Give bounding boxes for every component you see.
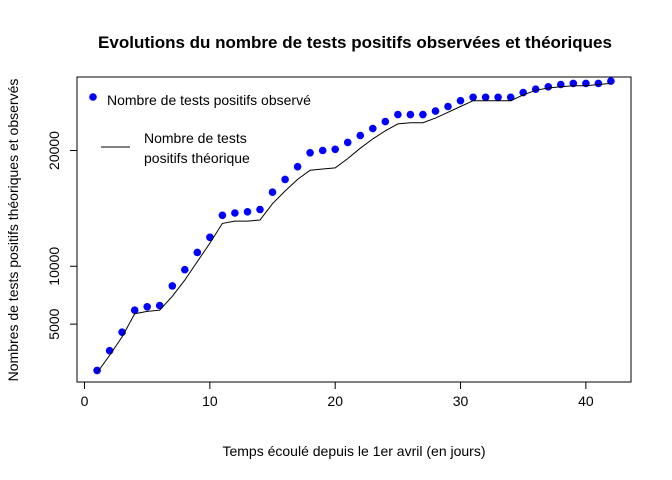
y-tick-label: 20000 bbox=[46, 131, 62, 170]
y-axis: 5000 10000 20000 bbox=[46, 131, 78, 340]
x-axis: 0 10 20 30 40 bbox=[81, 381, 594, 409]
observed-point bbox=[607, 77, 615, 85]
theoretical-line bbox=[96, 82, 611, 373]
series-layer bbox=[93, 77, 615, 375]
observed-point bbox=[356, 131, 365, 140]
legend-label-theoretical-line-1: Nombre de tests bbox=[144, 130, 247, 146]
x-tick-label: 30 bbox=[453, 393, 469, 409]
observed-point bbox=[206, 233, 214, 242]
observed-point bbox=[331, 145, 340, 154]
observed-point bbox=[256, 205, 264, 214]
observed-point bbox=[544, 83, 553, 91]
legend: Nombre de tests positifs observé Nombre … bbox=[89, 92, 311, 166]
observed-point bbox=[594, 79, 603, 88]
observed-point bbox=[456, 96, 465, 105]
observed-point bbox=[218, 211, 227, 220]
observed-point bbox=[155, 301, 164, 310]
x-axis-label: Temps écoulé depuis le 1er avril (en jou… bbox=[222, 443, 485, 459]
observed-point bbox=[494, 93, 502, 102]
observed-point bbox=[231, 209, 239, 217]
observed-point bbox=[318, 146, 327, 155]
x-tick-label: 10 bbox=[202, 393, 218, 409]
observed-point bbox=[431, 107, 440, 115]
x-tick-label: 0 bbox=[81, 393, 89, 409]
y-tick-label: 5000 bbox=[46, 308, 62, 339]
legend-label-observed: Nombre de tests positifs observé bbox=[107, 92, 311, 108]
observed-point bbox=[281, 175, 289, 184]
y-axis-label: Nombres de tests positifs théoriques et … bbox=[5, 79, 21, 382]
observed-point bbox=[343, 138, 352, 147]
y-tick-label: 10000 bbox=[46, 247, 62, 286]
observed-point bbox=[293, 162, 302, 171]
observed-point bbox=[381, 117, 390, 126]
observed-point bbox=[506, 93, 515, 102]
observed-point bbox=[531, 85, 540, 93]
observed-point bbox=[268, 188, 277, 196]
observed-point bbox=[181, 265, 189, 274]
legend-point-marker bbox=[89, 93, 97, 101]
x-tick-label: 20 bbox=[327, 393, 343, 409]
observed-point bbox=[143, 303, 151, 311]
observed-point bbox=[406, 110, 415, 119]
legend-label-theoretical-line-2: positifs théorique bbox=[144, 150, 250, 166]
observed-point bbox=[193, 248, 202, 257]
observed-point bbox=[469, 93, 477, 102]
observed-point bbox=[419, 110, 427, 119]
chart-title: Evolutions du nombre de tests positifs o… bbox=[98, 33, 612, 52]
x-tick-label: 40 bbox=[578, 393, 594, 409]
observed-point bbox=[168, 282, 177, 290]
observed-point bbox=[243, 208, 252, 216]
observed-point bbox=[369, 124, 377, 133]
observed-point bbox=[93, 366, 101, 375]
observed-point bbox=[394, 110, 402, 119]
observed-point bbox=[130, 306, 139, 315]
plot-area-frame bbox=[76, 76, 632, 383]
observed-point bbox=[306, 149, 314, 157]
observed-point bbox=[481, 93, 490, 102]
observed-point bbox=[444, 102, 452, 111]
